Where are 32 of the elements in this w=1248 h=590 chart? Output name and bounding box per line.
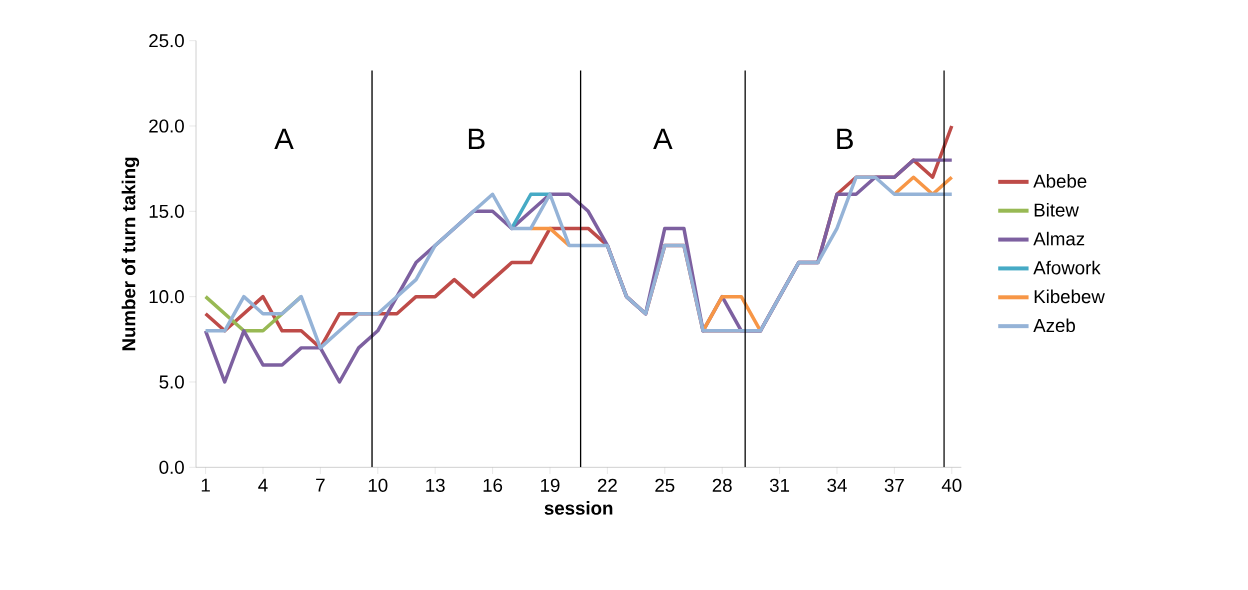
annotation: B	[837, 128, 853, 149]
legend-label: Azeb	[1033, 318, 1075, 333]
x-tick-label: 34	[827, 478, 847, 492]
annotation: B	[468, 128, 485, 149]
legend-label: Afowork	[1033, 260, 1101, 275]
y-axis-title: Number of turn taking	[121, 157, 140, 351]
y-tick-label: 5.0	[159, 375, 184, 389]
legend-label: Kibebew	[1034, 289, 1105, 304]
y-tick-label: 20.0	[149, 119, 184, 133]
x-tick-label: 19	[541, 478, 560, 492]
legend-label: Bitew	[1034, 202, 1079, 217]
x-tick-label: 16	[483, 478, 503, 492]
x-tick-label: 40	[941, 478, 962, 492]
y-tick-label: 25.0	[149, 34, 184, 48]
y-tick-label: 0.0	[159, 460, 184, 474]
x-tick-label: 10	[368, 478, 388, 492]
y-tick-label: 15.0	[149, 204, 184, 218]
x-tick-label: 1	[201, 478, 210, 492]
y-tick-label: 10.0	[149, 290, 184, 304]
x-tick-label: 31	[769, 478, 790, 492]
legend-label: Almaz	[1033, 231, 1085, 246]
annotation: A	[274, 128, 294, 149]
x-tick-label: 28	[712, 478, 732, 492]
legend-label: Abebe	[1033, 174, 1087, 188]
x-axis-title: session	[544, 501, 613, 515]
x-tick-label: 13	[426, 478, 445, 492]
annotation: A	[653, 128, 673, 149]
x-tick-label: 25	[655, 478, 675, 492]
x-tick-label: 4	[258, 478, 268, 492]
x-tick-label: 37	[884, 478, 904, 492]
x-tick-label: 22	[597, 478, 617, 492]
x-tick-label: 7	[316, 478, 325, 492]
